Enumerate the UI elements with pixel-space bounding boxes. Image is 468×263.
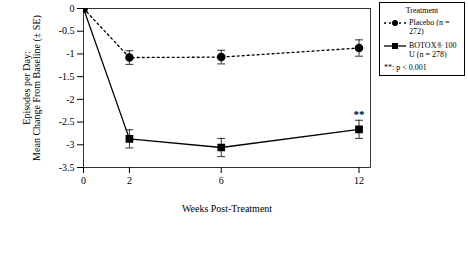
svg-text:**: **: [354, 108, 366, 120]
svg-text:Weeks Post-Treatment: Weeks Post-Treatment: [182, 203, 272, 214]
html-text:**: p < 0.001: **: p < 0.001: [384, 62, 427, 72]
svg-text:-3: -3: [66, 139, 74, 150]
svg-text:-3.5: -3.5: [59, 162, 75, 173]
svg-text:2: 2: [127, 175, 132, 186]
svg-text:-1.5: -1.5: [59, 71, 75, 82]
svg-text:-2.5: -2.5: [59, 116, 75, 127]
html-text:Treatment: Treatment: [405, 6, 439, 15]
svg-text:-1: -1: [66, 48, 74, 59]
html-text:BOTOX® 100 U (n = 278): BOTOX® 100 U (n = 278): [409, 40, 457, 59]
svg-text:Episodes per Day:Mean Change F: Episodes per Day:Mean Change From Baseli…: [21, 15, 43, 161]
svg-text:6: 6: [219, 175, 224, 186]
svg-text:0: 0: [70, 3, 75, 14]
svg-text:0: 0: [81, 175, 86, 186]
svg-text:12: 12: [354, 175, 364, 186]
svg-text:-0.5: -0.5: [59, 25, 75, 36]
svg-text:-2: -2: [66, 94, 74, 105]
html-text:Placebo (n = 272): Placebo (n = 272): [409, 18, 450, 37]
